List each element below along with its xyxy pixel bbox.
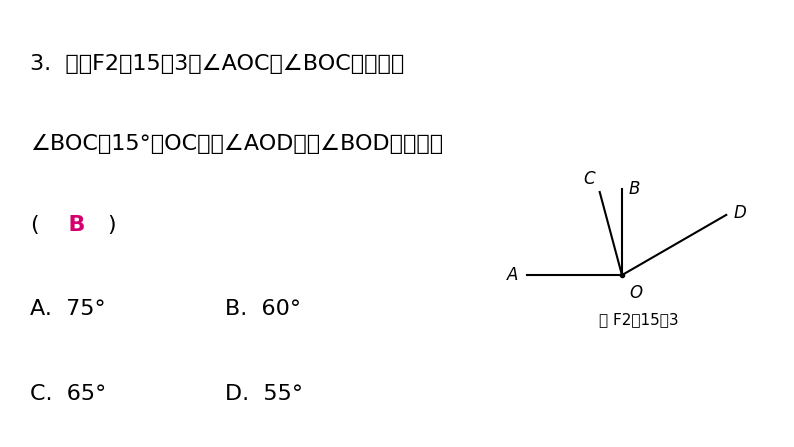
Text: B: B <box>629 180 640 198</box>
Text: A: A <box>507 266 518 284</box>
Text: A.  75°: A. 75° <box>30 299 106 320</box>
Text: ): ) <box>107 215 116 235</box>
Text: C.  65°: C. 65° <box>30 384 106 405</box>
Text: B.  60°: B. 60° <box>225 299 301 320</box>
Text: O: O <box>629 284 642 302</box>
Text: 3.  如图F2－15－3，∠AOC与∠BOC互余，且: 3. 如图F2－15－3，∠AOC与∠BOC互余，且 <box>30 54 404 74</box>
Text: B: B <box>52 215 101 235</box>
Text: (: ( <box>30 215 39 235</box>
Text: ∠BOC＝15°，OC平分∠AOD，则∠BOD的度数是: ∠BOC＝15°，OC平分∠AOD，则∠BOD的度数是 <box>30 134 443 154</box>
Text: 图 F2－15－3: 图 F2－15－3 <box>599 312 679 327</box>
Text: C: C <box>584 170 596 188</box>
Text: D.  55°: D. 55° <box>225 384 303 405</box>
Text: D: D <box>734 204 746 222</box>
